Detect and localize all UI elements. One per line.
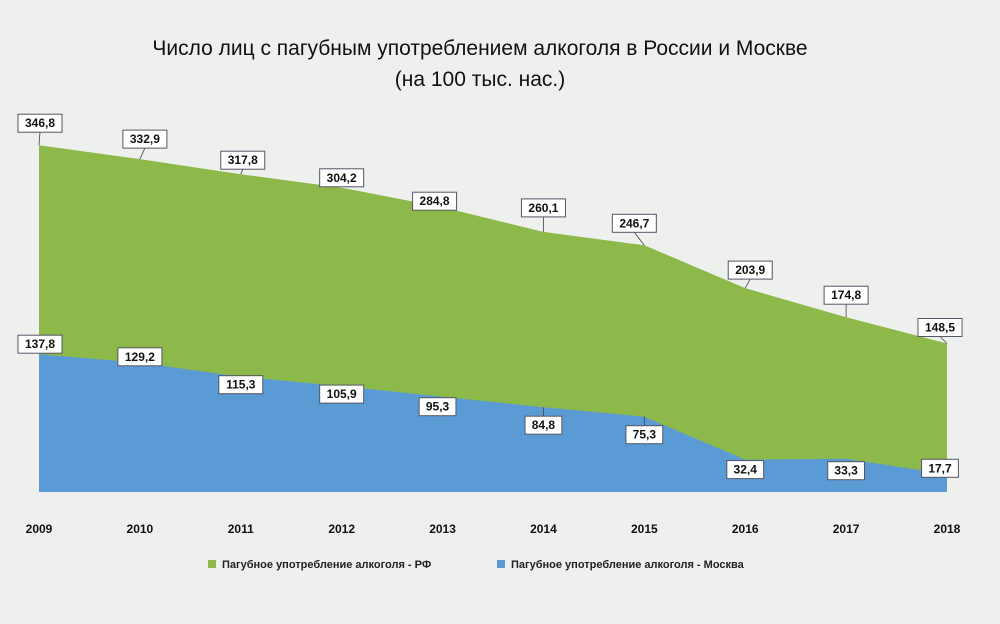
- x-tick-label: 2018: [934, 522, 961, 536]
- leader-line: [240, 169, 244, 175]
- data-label-box: [625, 425, 664, 445]
- data-label: 332,9: [130, 132, 160, 146]
- data-label-box: [827, 461, 866, 481]
- data-label: 105,9: [327, 387, 357, 401]
- chart-title-line-2: (на 100 тыс. нас.): [395, 68, 565, 91]
- leader-line: [634, 232, 645, 246]
- data-label: 346,8: [25, 116, 55, 130]
- data-label-box: [218, 375, 264, 395]
- series-area-1: [39, 354, 947, 492]
- data-labels: 346,8 332,9 317,8 304,2 284,8 260,1 246,7 203,9…: [17, 113, 963, 481]
- data-label-box: [319, 384, 365, 404]
- data-label-box: [726, 460, 765, 480]
- data-label: 129,2: [125, 350, 155, 364]
- data-label-box: [122, 129, 168, 149]
- data-label: 115,3: [226, 378, 256, 392]
- data-label: 317,8: [228, 153, 258, 167]
- data-label: 174,8: [831, 288, 861, 302]
- leader-line: [139, 147, 146, 160]
- data-label: 84,8: [532, 418, 556, 432]
- data-label-box: [520, 198, 566, 218]
- label-leader-lines: [38, 132, 948, 426]
- legend: Пагубное употребление алкоголя - РФ Пагу…: [208, 559, 745, 571]
- data-label: 33,3: [834, 464, 858, 478]
- chart-title-line-1: Число лиц с пагубным употреблением алког…: [152, 37, 807, 60]
- data-label-box: [418, 397, 457, 417]
- x-tick-label: 2013: [429, 522, 456, 536]
- data-label: 148,5: [925, 321, 955, 335]
- x-tick-label: 2011: [228, 522, 254, 536]
- leader-line: [939, 336, 948, 344]
- x-tick-label: 2015: [631, 522, 658, 536]
- data-label-box: [17, 113, 63, 133]
- data-label-box: [412, 191, 458, 211]
- x-tick-label: 2012: [328, 522, 355, 536]
- data-label-box: [823, 285, 869, 305]
- legend-label-rf: Пагубное употребление алкоголя - РФ: [222, 559, 431, 571]
- data-label: 95,3: [426, 400, 450, 414]
- x-tick-label: 2017: [833, 522, 860, 536]
- data-label-box: [220, 150, 266, 170]
- data-label-box: [727, 260, 773, 280]
- data-label-box: [17, 334, 63, 354]
- series-areas: [39, 145, 947, 492]
- x-tick-label: 2010: [127, 522, 154, 536]
- x-tick-label: 2016: [732, 522, 759, 536]
- data-label: 137,8: [25, 337, 55, 351]
- data-label-box: [117, 347, 163, 367]
- leader-line: [744, 278, 751, 289]
- data-label: 75,3: [633, 428, 657, 442]
- x-tick-label: 2014: [530, 522, 557, 536]
- data-label-box: [611, 213, 657, 233]
- leader-line: [38, 132, 41, 146]
- x-tick-label: 2009: [26, 522, 53, 536]
- data-label: 17,7: [928, 461, 952, 475]
- data-label: 260,1: [528, 201, 558, 215]
- data-label-box: [319, 168, 365, 188]
- data-label: 304,2: [327, 171, 357, 185]
- legend-label-moscow: Пагубное употребление алкоголя - Москва: [511, 559, 745, 571]
- data-label: 32,4: [734, 463, 758, 477]
- data-label: 246,7: [619, 216, 649, 230]
- legend-swatch-moscow: [497, 560, 505, 568]
- data-label-box: [917, 318, 963, 337]
- x-axis-ticks: 2009 2010 2011 2012 2013 2014 2015 2016 2017 2018: [26, 522, 961, 536]
- data-label-box: [921, 458, 959, 478]
- data-label: 203,9: [735, 263, 765, 277]
- data-label: 284,8: [420, 194, 450, 208]
- legend-swatch-rf: [208, 560, 216, 568]
- data-label-box: [524, 415, 563, 435]
